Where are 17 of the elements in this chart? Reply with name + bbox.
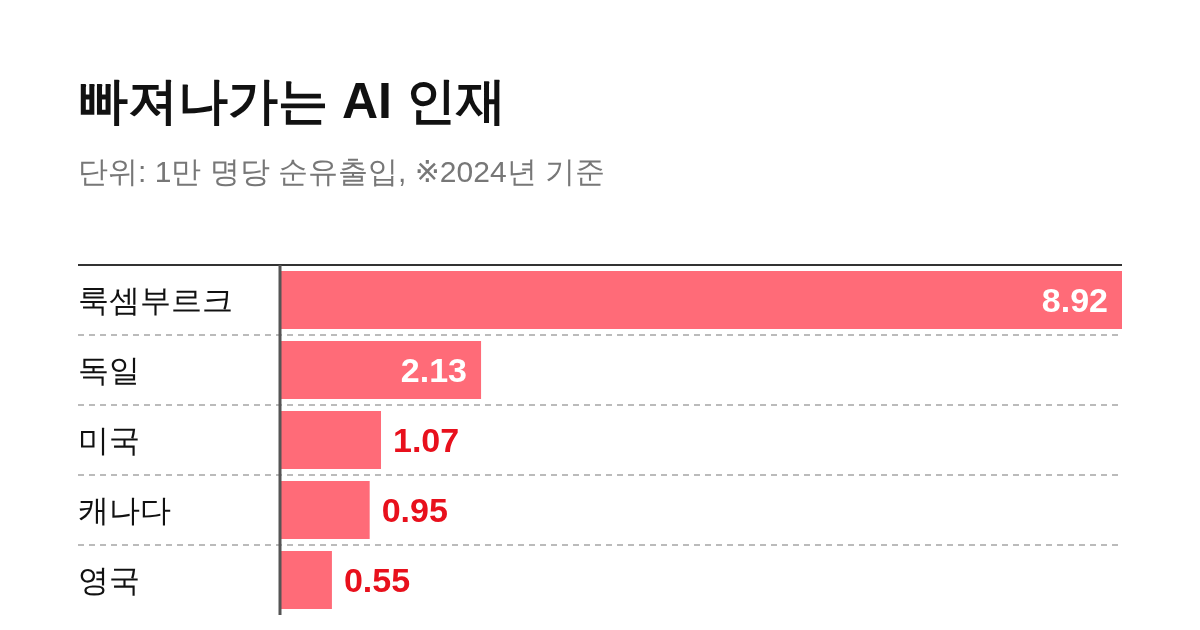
y-tick-label: 미국 [78,423,140,458]
bar [280,481,370,539]
data-label: 0.95 [381,491,448,529]
data-label: 2.13 [400,351,468,389]
bar [280,551,332,609]
chart-subtitle: 단위: 1만 명당 순유출입, ※2024년 기준 [78,155,605,188]
data-label: 0.55 [343,561,411,599]
y-tick-label: 독일 [78,353,140,388]
y-tick-label: 룩셈부르크 [78,283,233,318]
bar [280,411,381,469]
chart-title: 빠져나가는 AI 인재 [78,73,506,129]
y-tick-label: 캐나다 [78,493,171,528]
data-label: 1.07 [393,421,460,459]
data-label: 8.92 [1041,281,1108,319]
y-tick-label: 영국 [78,563,140,598]
bar [280,341,482,399]
bar [280,271,1122,329]
